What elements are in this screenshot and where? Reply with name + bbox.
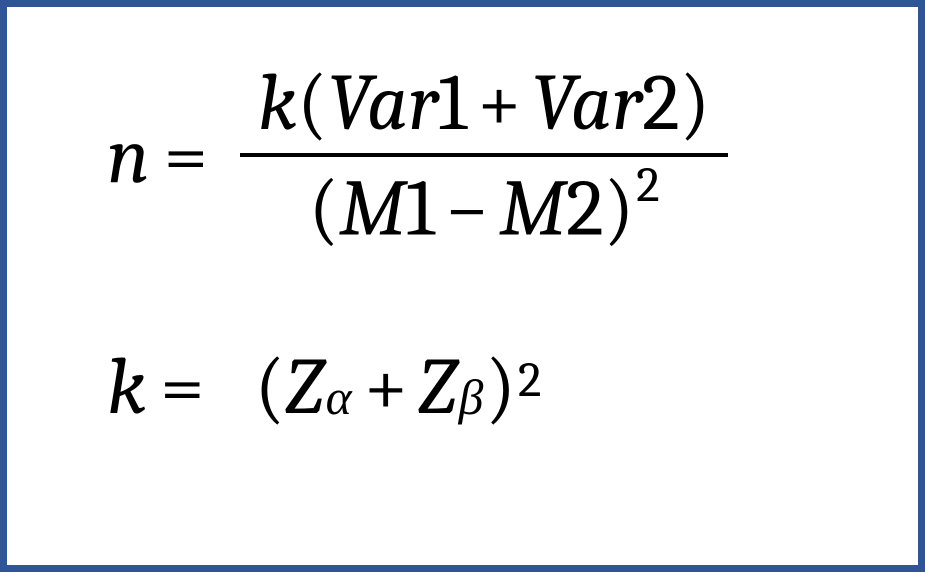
eq1-den-open: (	[308, 163, 339, 255]
eq1-num-var1-idx: 1	[438, 57, 467, 149]
eq1-num-var1: Var	[328, 57, 439, 149]
eq2-lhs: k =	[107, 347, 218, 427]
eq1-den-m2: M	[499, 163, 566, 255]
eq2-z-alpha: Z	[285, 347, 324, 427]
eq1-var-n: n	[107, 116, 150, 196]
eq2-rhs: (Zα+Zβ)2	[254, 347, 541, 427]
eq1-num-var2-idx: 2	[642, 57, 680, 149]
eq1-num-var2: Var	[531, 57, 642, 149]
eq1-den-m2-idx: 2	[566, 163, 604, 255]
eq1-fraction: k(Var1+Var2) (M1−M2)2	[240, 53, 728, 259]
eq1-den-m1-idx: 1	[406, 163, 435, 255]
eq1-num-k: k	[258, 57, 297, 149]
eq2-beta-subscript: β	[459, 374, 484, 424]
eq2-close: )	[485, 347, 516, 427]
eq1-num-plus: +	[477, 57, 521, 149]
eq2-open: (	[254, 347, 285, 427]
eq1-numerator: k(Var1+Var2)	[240, 53, 728, 153]
eq2-var-k: k	[107, 347, 146, 427]
eq2-z-beta: Z	[418, 347, 457, 427]
eq1-denominator: (M1−M2)2	[290, 157, 677, 259]
eq1-den-close: )	[604, 163, 635, 255]
eq2-equals: =	[160, 347, 204, 427]
eq2-alpha-subscript: α	[326, 374, 352, 424]
eq1-den-minus: −	[445, 163, 489, 255]
equation-sample-size: n = k(Var1+Var2) (M1−M2)2	[107, 53, 860, 259]
eq1-den-exp: 2	[636, 157, 659, 214]
equation-k-definition: k = (Zα+Zβ)2	[107, 347, 860, 427]
eq2-exp: 2	[518, 356, 541, 406]
eq1-num-open: (	[297, 57, 328, 149]
eq1-lhs: n =	[107, 116, 222, 196]
eq1-den-m1: M	[339, 163, 406, 255]
formula-frame: n = k(Var1+Var2) (M1−M2)2 k = (Zα+Zβ)2	[0, 0, 925, 572]
eq1-equals: =	[164, 116, 208, 196]
eq1-num-close: )	[680, 57, 711, 149]
eq2-plus: +	[364, 347, 408, 427]
